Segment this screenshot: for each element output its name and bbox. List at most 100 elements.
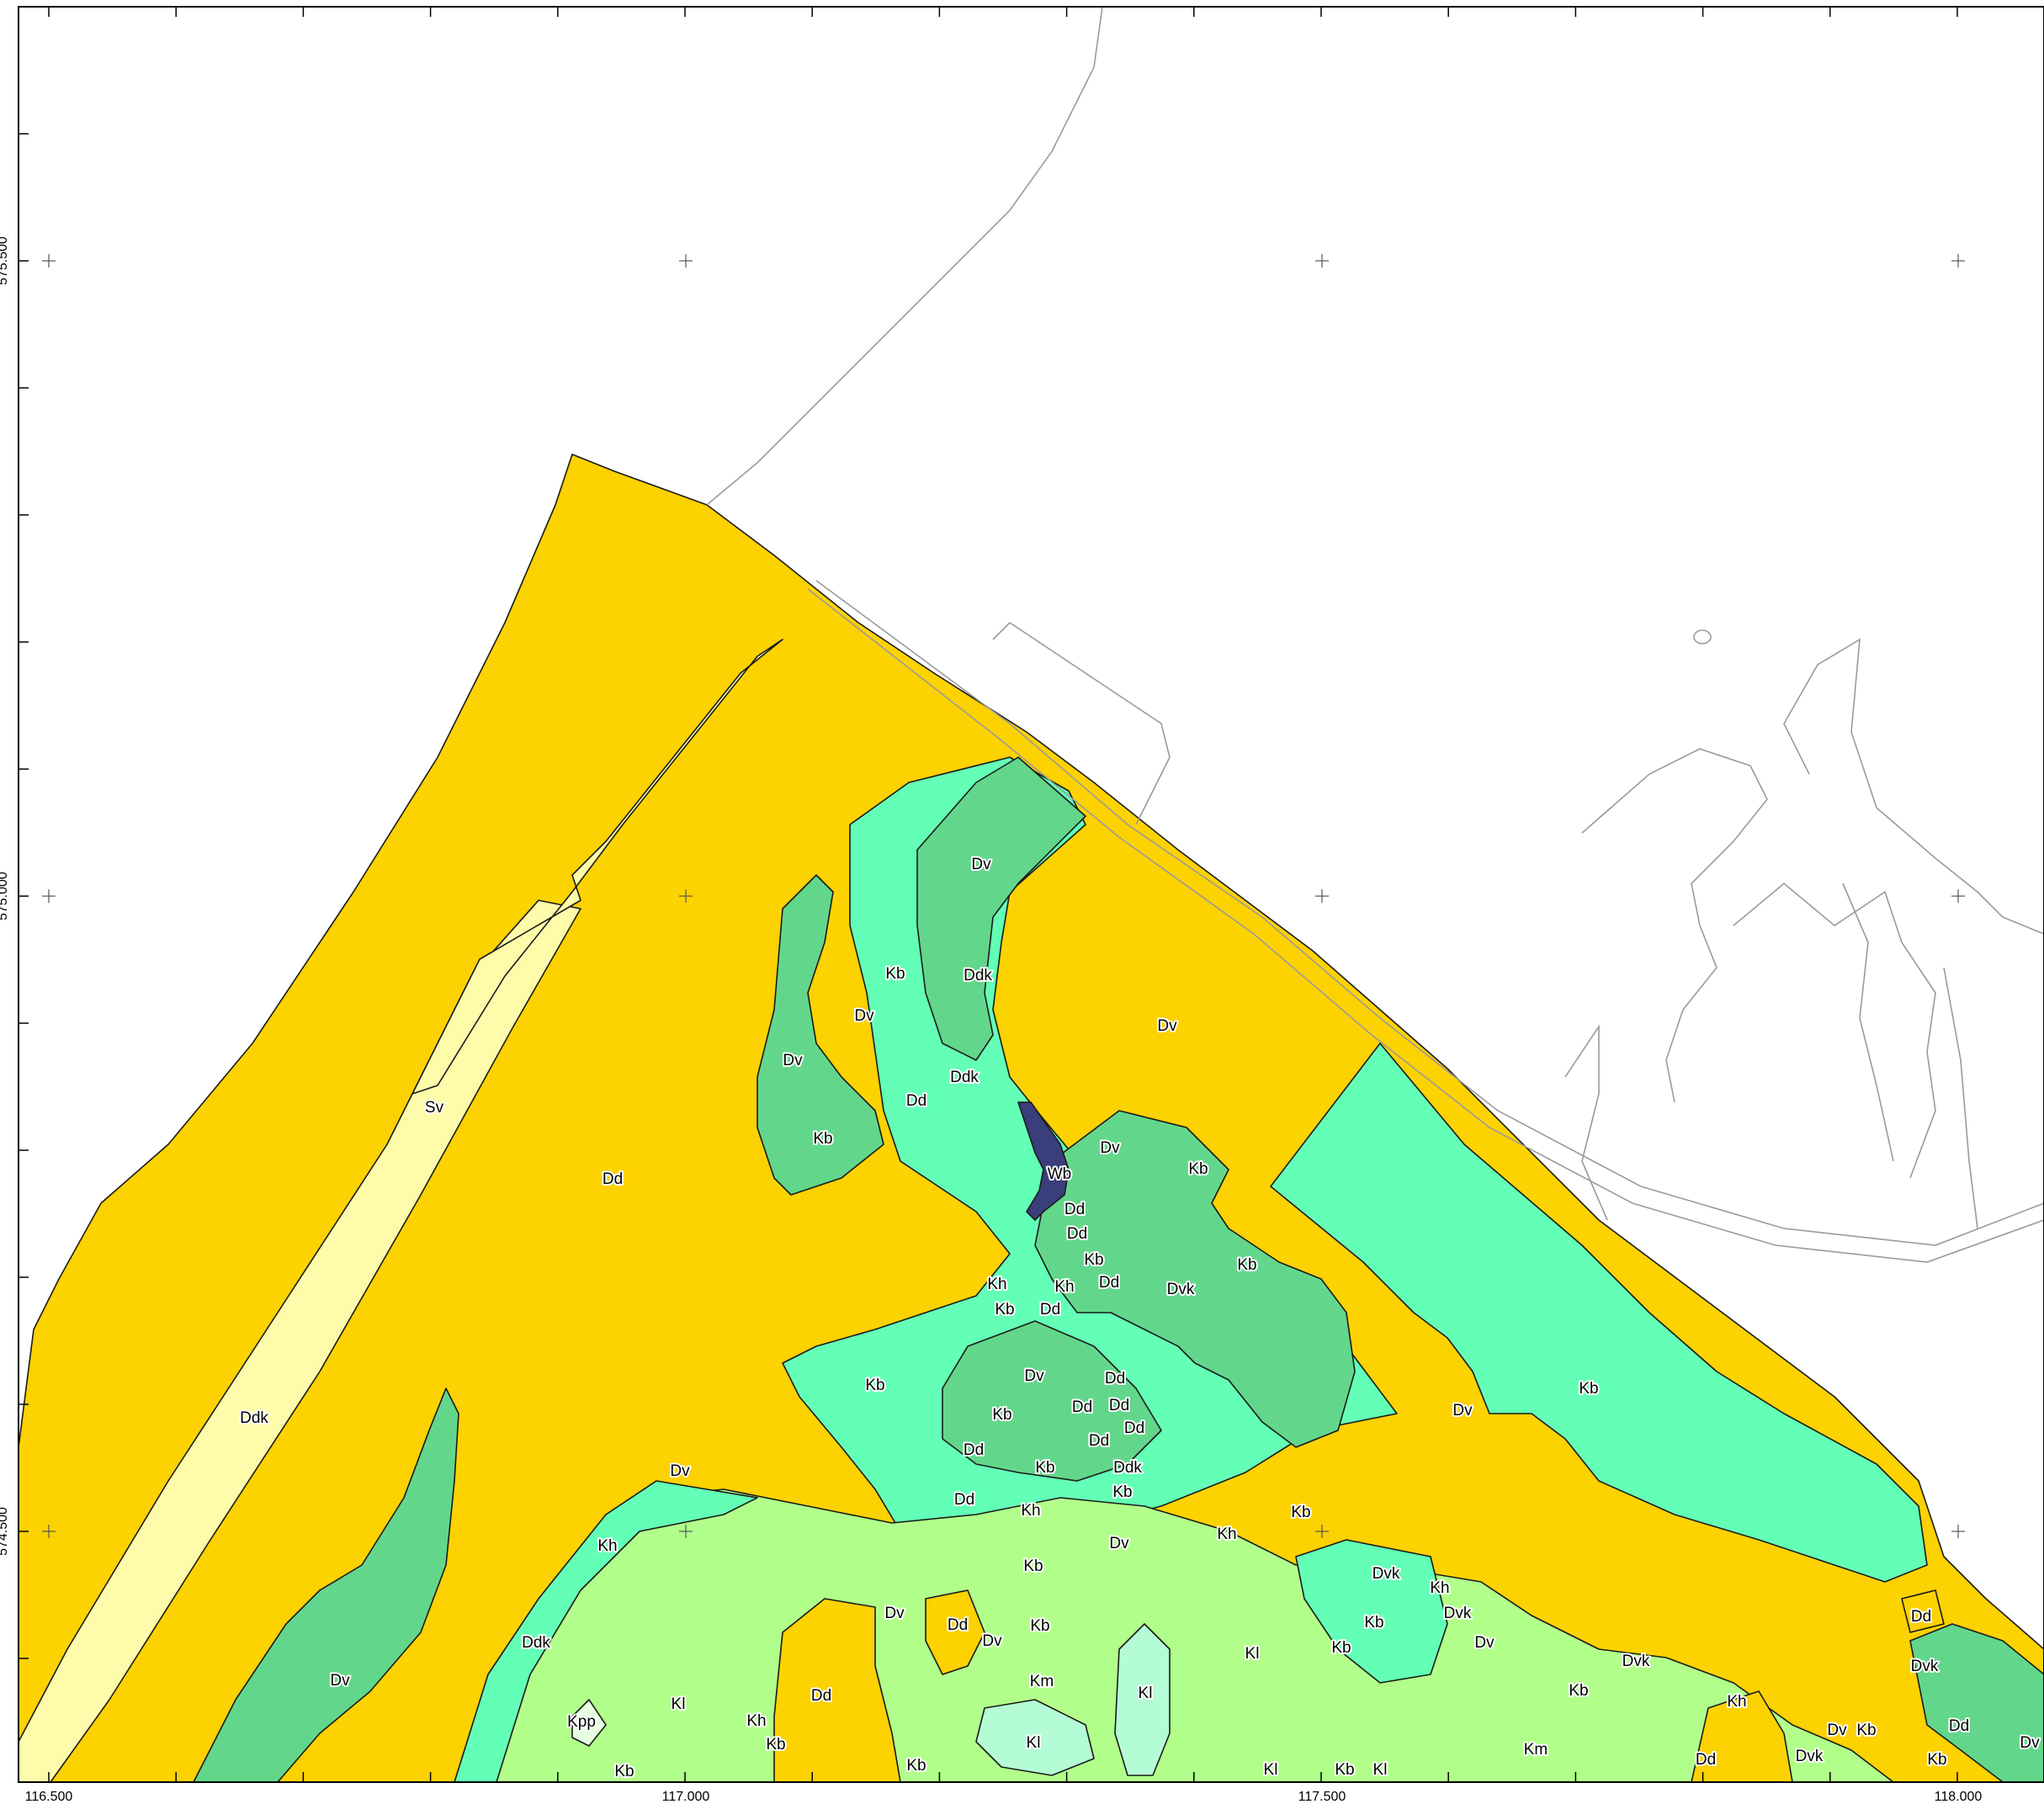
unit-label-dv: Dv [884, 1605, 905, 1622]
unit-label-kb: Kb [1927, 1751, 1946, 1769]
unit-polygon-dd [925, 1589, 985, 1675]
unit-label-kb: Kb [813, 1130, 832, 1148]
unit-polygon-sv [411, 639, 783, 1095]
unit-label-dv: Dv [1157, 1017, 1177, 1035]
unit-label-dv: Dv [783, 1052, 803, 1069]
unit-label-kb: Kb [614, 1763, 634, 1780]
unit-label-kl: Kl [1264, 1761, 1278, 1779]
geology-polygons [18, 454, 2044, 1783]
unit-label-dd: Dd [1099, 1274, 1119, 1292]
unit-label-kb: Kb [1579, 1380, 1598, 1398]
y-tick-label: 574.500 [0, 1507, 10, 1556]
unit-label-dvk: Dvk [1372, 1565, 1400, 1583]
unit-label-dv: Dv [330, 1672, 350, 1690]
unit-label-dd: Dd [1696, 1751, 1716, 1769]
unit-label-kh: Kh [1021, 1502, 1040, 1520]
unit-label-dv: Dv [1452, 1402, 1473, 1419]
unit-polygon-wb [1017, 1101, 1070, 1221]
unit-polygon-dv [916, 756, 1086, 1061]
unit-label-dv: Dv [971, 856, 991, 873]
unit-polygon-dd [1901, 1589, 1945, 1633]
unit-label-km: Km [1524, 1741, 1548, 1759]
unit-label-dvk: Dvk [1167, 1281, 1195, 1298]
unit-polygon-kb [1270, 1043, 1928, 1583]
unit-label-kh: Kh [1217, 1525, 1236, 1543]
unit-polygon-dvk [1909, 1623, 2044, 1783]
unit-label-dvk: Dvk [1796, 1748, 1824, 1765]
unit-label-kb: Kb [1023, 1557, 1043, 1575]
unit-polygon-sv [18, 899, 581, 1783]
unit-polygon-kpp [571, 1699, 607, 1747]
unit-polygon-kl [1114, 1623, 1171, 1776]
unit-label-kh: Kh [987, 1276, 1006, 1293]
unit-label-dv: Dv [1474, 1634, 1495, 1652]
x-tick-label: 116.500 [25, 1790, 73, 1804]
unit-polygon-dvk [942, 1320, 1162, 1482]
unit-label-dd: Dd [948, 1616, 968, 1634]
unit-label-kb: Kb [1030, 1617, 1049, 1635]
unit-label-wb: Wb [1048, 1165, 1072, 1183]
unit-label-kb: Kb [1035, 1459, 1054, 1477]
unit-label-kh: Kh [597, 1537, 617, 1555]
unit-label-kpp: Kpp [567, 1713, 596, 1731]
unit-label-ddk: Ddk [1113, 1459, 1142, 1477]
unit-label-kb: Kb [766, 1736, 785, 1754]
unit-label-dd: Dd [1109, 1397, 1129, 1414]
unit-label-kl: Kl [1027, 1734, 1041, 1752]
unit-label-kl: Kl [1139, 1685, 1153, 1702]
unit-polygon-dd [1691, 1690, 1793, 1783]
unit-label-dd: Dd [1072, 1398, 1092, 1416]
grid-crosses [42, 254, 1965, 1538]
unit-label-dv: Dv [1024, 1367, 1044, 1385]
x-tick-label: 118.000 [1935, 1790, 1983, 1804]
unit-label-kl: Kl [1373, 1761, 1388, 1779]
x-tick-label: 117.500 [1298, 1790, 1346, 1804]
unit-label-ddk: Ddk [950, 1069, 979, 1086]
road-line [1733, 882, 1936, 1179]
unit-label-dd: Dd [1911, 1608, 1931, 1626]
unit-label-kb: Kb [1112, 1483, 1132, 1501]
unit-label-dv: Dv [1100, 1139, 1120, 1157]
unit-label-km: Km [1030, 1673, 1054, 1690]
unit-label-dd: Dd [1089, 1432, 1109, 1450]
unit-label-kb: Kb [992, 1406, 1011, 1424]
unit-label-dd: Dd [906, 1092, 926, 1110]
road-line [706, 6, 1103, 506]
unit-label-kl: Kl [1245, 1645, 1260, 1663]
unit-label-dv: Dv [982, 1632, 1002, 1650]
map-border [18, 6, 2044, 1783]
unit-label-dd: Dd [1067, 1225, 1087, 1243]
road-line [1783, 638, 2044, 935]
unit-label-kb: Kb [1237, 1256, 1256, 1274]
unit-label-kh: Kh [746, 1712, 766, 1730]
unit-label-dd: Dd [603, 1170, 623, 1188]
unit-label-kb: Kb [995, 1301, 1014, 1319]
unit-label-kb: Kb [1084, 1251, 1103, 1269]
unit-label-kh: Kh [1430, 1579, 1449, 1597]
unit-label-kb: Kb [906, 1757, 926, 1775]
unit-polygon-dv [193, 1387, 459, 1783]
road-line [1564, 1024, 1608, 1221]
unit-label-dd: Dd [1124, 1419, 1144, 1437]
unit-label-dd: Dd [811, 1687, 831, 1705]
unit-label-dvk: Dvk [1444, 1605, 1472, 1622]
unit-label-ddk: Ddk [522, 1634, 550, 1652]
unit-label-dv: Dv [854, 1007, 874, 1025]
unit-label-kl: Kl [672, 1695, 686, 1713]
unit-label-dv: Dv [2020, 1734, 2040, 1752]
unit-label-kb: Kb [1856, 1722, 1876, 1739]
axis-ticks [19, 6, 1958, 1782]
unit-label-kb: Kb [1291, 1504, 1310, 1521]
unit-label-ddk: Ddk [240, 1409, 268, 1427]
unit-label-dd: Dd [954, 1491, 974, 1509]
unit-polygon-kb [1295, 1539, 1448, 1684]
unit-label-dvk: Dvk [1622, 1653, 1650, 1670]
road-line [807, 588, 2044, 1263]
road-line [1943, 967, 1978, 1229]
unit-polygon-kb [454, 1480, 758, 1783]
unit-polygon-dd [773, 1598, 901, 1783]
road-network [706, 6, 2044, 1263]
unit-label-kb: Kb [1569, 1682, 1588, 1700]
road-line [815, 580, 2044, 1246]
